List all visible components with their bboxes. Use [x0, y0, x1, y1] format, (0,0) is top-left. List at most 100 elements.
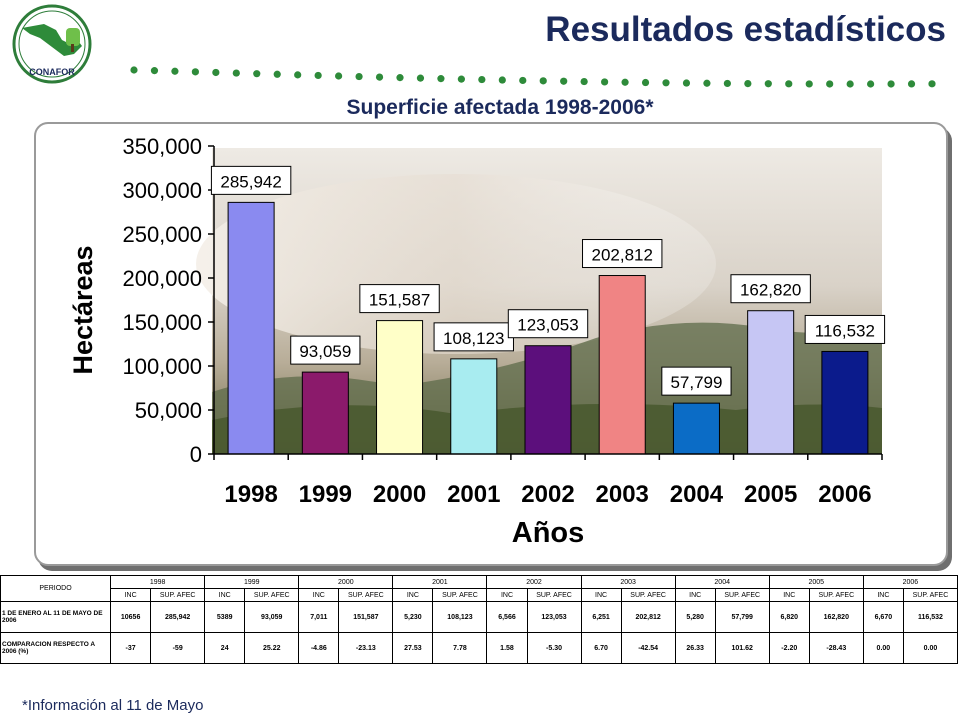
table-cell: 123,053	[526, 601, 582, 633]
table-cell: -28.43	[808, 632, 864, 664]
chart-frame: 0 50,000 100,000 150,000 200,000 250,000 300,0…	[34, 122, 948, 566]
col-header: INC	[110, 588, 152, 602]
col-header: SUP. AFEC	[714, 588, 770, 602]
divider-dot	[826, 80, 834, 88]
divider-dot	[928, 80, 936, 88]
data-label-box	[433, 322, 514, 352]
year-header: 2003	[580, 575, 676, 589]
table-cell: 6,670	[862, 601, 904, 633]
data-label-box	[507, 309, 589, 339]
y-tick-label: 250,000	[122, 222, 202, 247]
data-label-box	[730, 274, 811, 304]
x-tick-label: 2003	[596, 481, 649, 508]
y-tick-label: 150,000	[122, 310, 202, 335]
table-cell: 6,251	[580, 601, 622, 633]
footnote: *Información al 11 de Mayo	[22, 697, 204, 714]
divider-dot	[519, 76, 527, 85]
y-tick-label: 300,000	[122, 178, 202, 203]
table-cell: 10656	[110, 601, 152, 633]
year-header: 2000	[298, 575, 394, 589]
table-cell: -4.86	[298, 632, 340, 664]
data-label: 151,587	[369, 291, 430, 310]
divider-dot	[232, 69, 240, 77]
table-cell: 285,942	[150, 601, 206, 633]
bar-2001	[450, 358, 498, 455]
y-tick-label: 0	[190, 442, 202, 467]
table-cell: 151,587	[338, 601, 394, 633]
data-label-box	[582, 239, 663, 269]
divider-dot	[682, 79, 691, 87]
year-header: 2004	[674, 575, 770, 589]
logo-text: CONAFOR	[29, 67, 75, 77]
y-tick-label: 100,000	[122, 354, 202, 379]
divider-dot	[641, 78, 650, 87]
divider-dot	[437, 75, 445, 83]
data-label-box	[290, 335, 361, 365]
col-header: SUP. AFEC	[902, 588, 959, 602]
col-header: SUP. AFEC	[620, 588, 676, 602]
divider-dot	[621, 78, 629, 86]
table-row: 1 DE ENERO AL 11 DE MAYO DE 2006 10656 285…	[0, 601, 959, 633]
x-tick-label: 1998	[224, 481, 277, 508]
table-cell: 7.78	[432, 632, 488, 664]
bar-series: 285,942 93,059 151,587 108,123 123,053 202,81…	[210, 165, 886, 455]
col-header: SUP. AFEC	[808, 588, 864, 602]
divider-dot	[253, 70, 261, 78]
divider-dot	[396, 74, 404, 82]
table-cell: 6,820	[768, 601, 810, 633]
divider-dot	[498, 76, 506, 84]
x-tick-label: 2006	[818, 481, 871, 508]
divider-dot	[191, 68, 199, 76]
divider-dot	[314, 71, 322, 80]
year-header: 2002	[486, 575, 582, 589]
col-header: SUP. AFEC	[244, 588, 300, 602]
row-label: COMPARACION RESPECTO A 2006 (%)	[0, 632, 112, 664]
divider-dot	[764, 80, 772, 88]
data-label: 57,799	[670, 373, 722, 392]
year-header: 1999	[204, 575, 300, 589]
data-label: 202,812	[591, 246, 652, 265]
bar-2000	[376, 320, 424, 455]
data-label-box	[210, 165, 292, 195]
table-cell: 108,123	[432, 601, 488, 633]
divider-dot	[539, 77, 547, 85]
table-cell: 202,812	[620, 601, 676, 633]
table-cell: 6,566	[486, 601, 528, 633]
divider-dot	[723, 79, 731, 88]
divider-dot	[846, 80, 854, 88]
divider-dot	[478, 75, 486, 84]
divider-dot	[867, 80, 875, 88]
table-cell: 0.00	[902, 632, 959, 664]
divider-dot	[580, 77, 588, 86]
period-header: PERIODO	[0, 575, 112, 602]
col-header: INC	[580, 588, 622, 602]
data-label-box	[804, 314, 886, 344]
table-cell: 27.53	[392, 632, 434, 664]
dotted-divider	[130, 66, 936, 88]
row-label: 1 DE ENERO AL 11 DE MAYO DE 2006	[0, 601, 112, 633]
table-cell: -37	[110, 632, 152, 664]
table-cell: -23.13	[338, 632, 394, 664]
y-tick-label: 350,000	[122, 134, 202, 159]
divider-dot	[703, 79, 711, 87]
data-label: 116,532	[815, 321, 875, 340]
y-axis-label: Hectáreas	[68, 245, 98, 374]
x-tick-label: 2004	[670, 481, 724, 508]
divider-dot	[212, 68, 220, 77]
divider-dot	[273, 70, 281, 78]
table-cell: 5389	[204, 601, 246, 633]
divider-dot	[662, 79, 670, 87]
col-header: INC	[486, 588, 528, 602]
col-header: SUP. AFEC	[526, 588, 582, 602]
bar-2004	[672, 402, 720, 455]
divider-dot	[805, 80, 813, 88]
table-header-row: PERIODO 1998 1999 2000 2001 2002 2003 2004 2005 2…	[0, 575, 959, 602]
data-label: 285,942	[220, 172, 281, 191]
conafor-logo: CONAFOR	[4, 4, 100, 88]
table-cell: 26.33	[674, 632, 716, 664]
y-tick-label: 200,000	[122, 266, 202, 291]
table-cell: 57,799	[714, 601, 770, 633]
statistics-table: PERIODO 1998 1999 2000 2001 2002 2003 2004 2005 2…	[0, 575, 959, 664]
table-cell: 25.22	[244, 632, 300, 664]
col-header: INC	[298, 588, 340, 602]
